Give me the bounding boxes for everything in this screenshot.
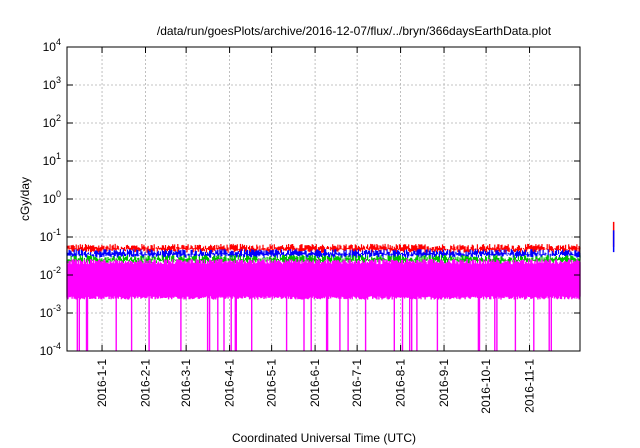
- y-tick-label: 102: [43, 113, 61, 130]
- x-tick-label: 2016-4-1: [223, 359, 237, 407]
- y-axis-label: cGy/day: [18, 177, 32, 221]
- y-tick-label: 104: [43, 37, 61, 54]
- x-tick-label: 2016-9-1: [437, 359, 451, 407]
- y-tick-label: 100: [43, 189, 61, 206]
- y-tick-label: 10-3: [40, 303, 61, 320]
- y-tick-label: 10-4: [40, 341, 61, 358]
- x-tick-label: 2016-1-1: [95, 359, 109, 407]
- x-axis-label: Coordinated Universal Time (UTC): [232, 431, 416, 445]
- series-3: [66, 259, 581, 351]
- y-tick-label: 101: [43, 151, 61, 168]
- x-tick-label: 2016-2-1: [138, 359, 152, 407]
- x-tick-label: 2016-6-1: [308, 359, 322, 407]
- grid: [67, 47, 580, 351]
- x-tick-label: 2016-10-1: [479, 359, 493, 414]
- series-layer: [66, 221, 615, 351]
- y-tick-label: 10-2: [40, 265, 61, 282]
- x-tick-label: 2016-11-1: [523, 359, 537, 413]
- x-tick-label: 2016-7-1: [350, 359, 364, 407]
- x-tick-label: 2016-5-1: [265, 359, 279, 407]
- series-band: [66, 259, 581, 351]
- y-tick-label: 103: [43, 75, 61, 92]
- y-tick-label: 10-1: [40, 227, 61, 244]
- tick-layer: 10-4 10-3 10-2 10-1 100 101 102 103 104 2016-1-1 2…: [40, 37, 580, 414]
- x-tick-label: 2016-3-1: [179, 359, 193, 407]
- series-line: [66, 243, 581, 253]
- series-1: [66, 230, 615, 258]
- x-tick-label: 2016-8-1: [394, 359, 408, 407]
- chart-title: /data/run/goesPlots/archive/2016-12-07/f…: [157, 24, 552, 38]
